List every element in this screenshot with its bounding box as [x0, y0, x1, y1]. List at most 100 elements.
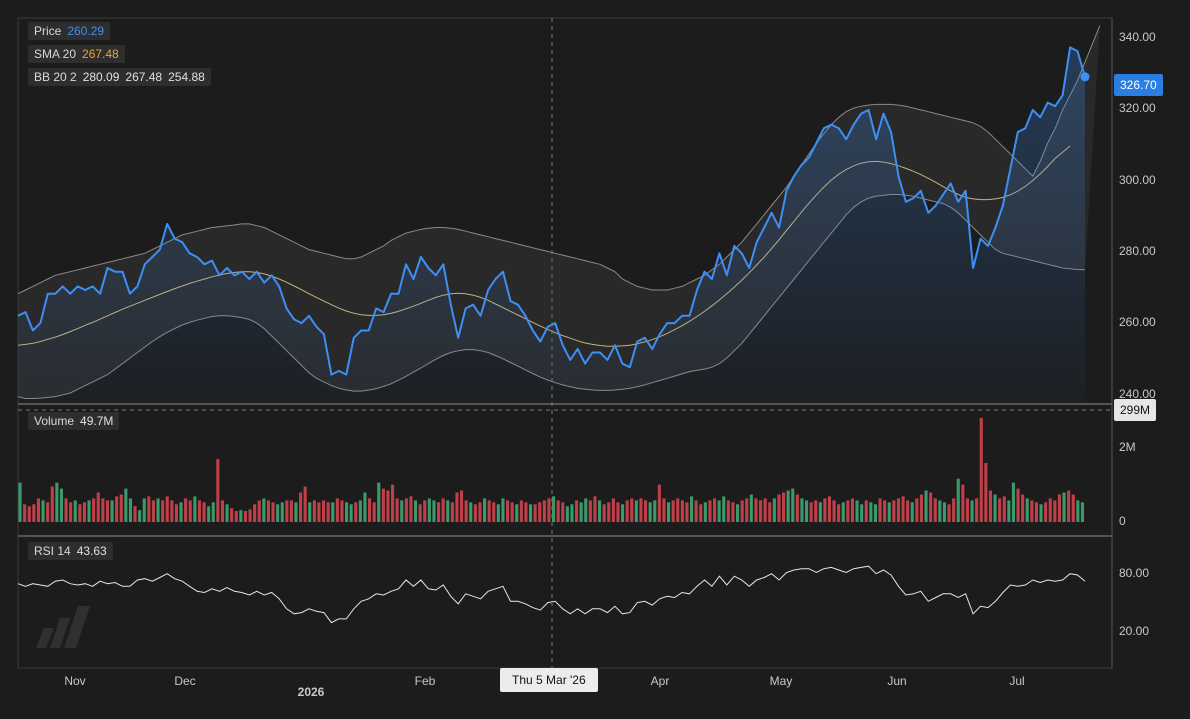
volume-bar — [400, 500, 404, 522]
volume-bar — [317, 502, 321, 522]
volume-bar — [763, 498, 767, 522]
volume-bar — [864, 500, 868, 522]
volume-bar — [708, 500, 712, 522]
volume-bar — [1062, 492, 1066, 522]
volume-bar — [55, 482, 59, 522]
volume-bar — [993, 494, 997, 522]
volume-bar — [432, 500, 436, 522]
time-tick-label: 2026 — [298, 685, 325, 699]
volume-bar — [1048, 498, 1052, 522]
price-area — [18, 47, 1085, 405]
volume-bar — [349, 504, 353, 522]
volume-bar — [524, 502, 528, 522]
volume-bar — [896, 498, 900, 522]
volume-bar — [575, 500, 579, 522]
volume-bar — [312, 500, 316, 522]
volume-bar — [381, 488, 385, 522]
volume-bar — [372, 502, 376, 522]
volume-bar — [841, 502, 845, 522]
volume-bar — [230, 508, 234, 522]
volume-bar — [607, 502, 611, 522]
volume-bar — [515, 504, 519, 522]
volume-legend-label: Volume — [34, 414, 75, 428]
volume-bar — [1002, 496, 1006, 522]
volume-bar — [27, 506, 31, 522]
volume-bar — [676, 498, 680, 522]
volume-bar — [933, 498, 937, 522]
volume-bar — [446, 500, 450, 522]
volume-bar — [634, 500, 638, 522]
volume-bar — [818, 502, 822, 522]
volume-bar — [929, 492, 933, 522]
volume-bar — [979, 417, 983, 522]
volume-bar — [46, 502, 50, 522]
volume-bar — [1030, 500, 1034, 522]
volume-bar — [616, 502, 620, 522]
volume-bar — [1034, 502, 1038, 522]
volume-bar — [919, 494, 923, 522]
volume-bar — [873, 504, 877, 522]
volume-bar — [860, 504, 864, 522]
volume-bar — [1080, 502, 1084, 522]
volume-bar — [639, 498, 643, 522]
volume-bar — [975, 498, 979, 522]
volume-bar — [1071, 494, 1075, 522]
volume-bar — [73, 500, 77, 522]
volume-bar — [713, 498, 717, 522]
volume-bar — [78, 504, 82, 522]
volume-bar — [119, 494, 123, 522]
volume-bar — [335, 498, 339, 522]
volume-bar — [69, 502, 73, 522]
volume-bar — [832, 500, 836, 522]
volume-bar — [386, 490, 390, 522]
volume-bar — [625, 500, 629, 522]
volume-bar — [602, 504, 606, 522]
volume-bar — [188, 500, 192, 522]
volume-bars — [18, 417, 1084, 522]
last-price-badge: 326.70 — [1114, 74, 1163, 96]
volume-bar — [368, 498, 372, 522]
time-tick-label: May — [770, 674, 793, 688]
volume-bar — [588, 500, 592, 522]
volume-bar — [598, 500, 602, 522]
volume-bar — [299, 492, 303, 522]
rsi-legend-value: 43.63 — [76, 544, 107, 558]
volume-bar — [869, 502, 873, 522]
volume-bar — [938, 500, 942, 522]
volume-bar — [593, 496, 597, 522]
rsi-tick-label: 20.00 — [1119, 624, 1149, 638]
time-tick-label: Feb — [415, 674, 436, 688]
volume-bar — [409, 496, 413, 522]
volume-bar — [703, 502, 707, 522]
volume-bar — [731, 502, 735, 522]
volume-bar — [170, 500, 174, 522]
volume-bar — [243, 511, 247, 522]
volume-bar — [64, 498, 68, 522]
volume-bar — [151, 500, 155, 522]
volume-bar — [823, 498, 827, 522]
volume-bar — [561, 502, 565, 522]
volume-bar — [161, 500, 165, 522]
bb-legend: BB 20 2 280.09 267.48 254.88 — [28, 68, 211, 86]
volume-bar — [234, 511, 238, 522]
volume-bar — [1053, 500, 1057, 522]
volume-bar — [423, 500, 427, 522]
volume-bar — [377, 482, 381, 522]
sma-legend-value: 267.48 — [82, 47, 119, 61]
volume-bar — [294, 502, 298, 522]
price-legend: Price 260.29 — [28, 22, 111, 40]
volume-bar — [519, 500, 523, 522]
volume-bar — [510, 502, 514, 522]
volume-legend-value: 49.7M — [80, 414, 114, 428]
volume-bar — [303, 486, 307, 522]
volume-bar — [142, 498, 146, 522]
volume-bar — [239, 510, 243, 522]
volume-bar — [538, 502, 542, 522]
volume-bar — [262, 498, 266, 522]
volume-bar — [809, 502, 813, 522]
bb-legend-label: BB 20 2 — [34, 70, 77, 84]
volume-bar — [749, 494, 753, 522]
volume-bar — [584, 498, 588, 522]
volume-bar — [1076, 500, 1080, 522]
